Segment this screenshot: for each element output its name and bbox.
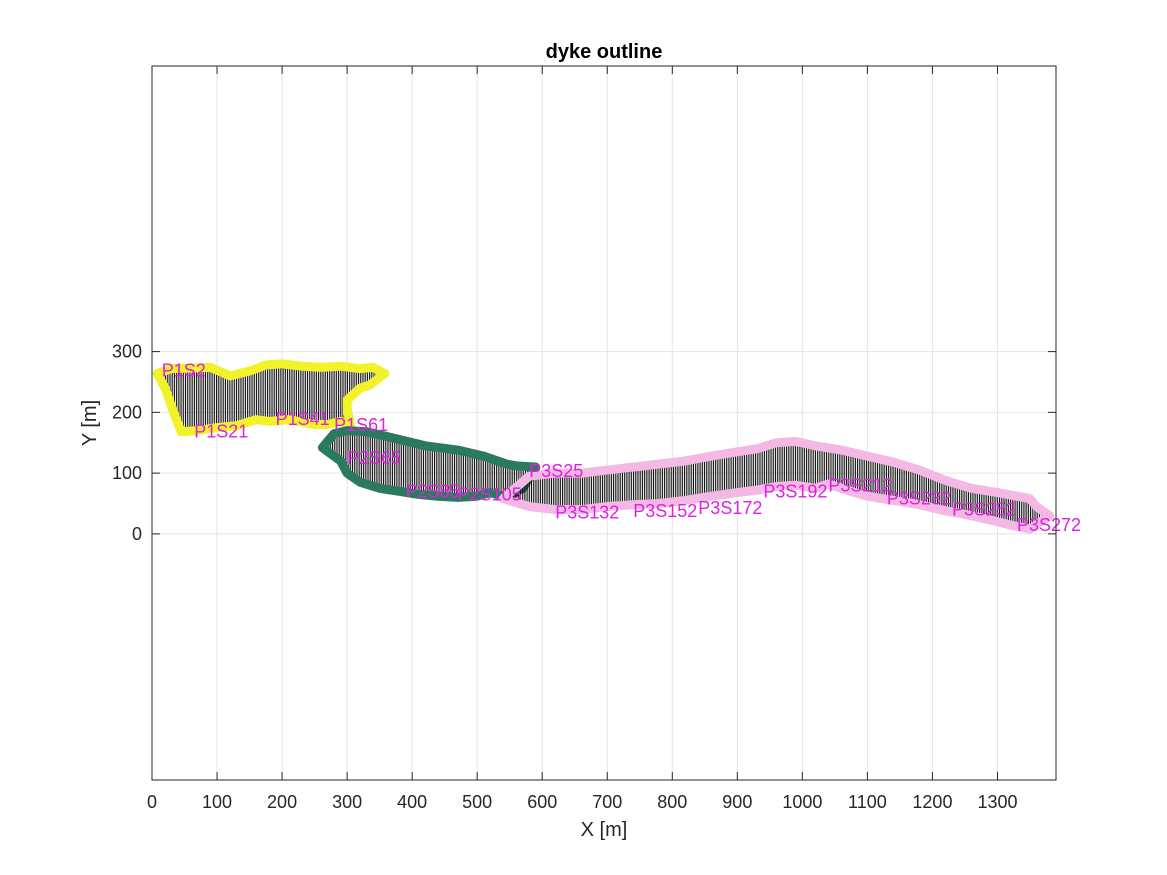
segment-label: P3S192	[763, 481, 827, 501]
y-tick-label: 300	[112, 342, 142, 362]
x-tick-label: 100	[202, 792, 232, 812]
segment-label: P2S85	[406, 481, 460, 501]
segment-label: P3S252	[952, 500, 1016, 520]
x-tick-label: 700	[592, 792, 622, 812]
x-tick-label: 1200	[912, 792, 952, 812]
x-tick-label: 800	[657, 792, 687, 812]
dyke-shapes	[152, 359, 1054, 534]
segment-label: P2S65	[347, 448, 401, 468]
y-tick-label: 100	[112, 463, 142, 483]
x-tick-label: 1300	[977, 792, 1017, 812]
y-tick-label: 0	[132, 524, 142, 544]
y-tick-label: 200	[112, 402, 142, 422]
grid-lines	[151, 66, 1056, 780]
x-axis-label: X [m]	[581, 819, 628, 841]
segment-label: P3S152	[633, 501, 697, 521]
axes-box	[151, 65, 1057, 781]
segment-label: P3S172	[698, 498, 762, 518]
x-tick-label: 500	[462, 792, 492, 812]
outline-line	[498, 437, 1054, 534]
segment-label: P3S232	[887, 489, 951, 509]
x-tick-label: 400	[397, 792, 427, 812]
x-tick-label: 0	[147, 792, 157, 812]
outline-line	[152, 359, 390, 437]
segment-label: P1S21	[194, 421, 248, 441]
segment-label: P3S212	[828, 475, 892, 495]
y-axis-label: Y [m]	[79, 400, 101, 446]
chart-title: dyke outline	[546, 41, 663, 63]
dyke-segment-1	[152, 359, 390, 437]
segment-label: P1S61	[334, 415, 388, 435]
segment-label: P3S25	[529, 461, 583, 481]
segment-label: P3S272	[1017, 515, 1081, 535]
x-tick-label: 900	[722, 792, 752, 812]
segment-label: P2S105	[458, 484, 522, 504]
segment-label: P3S132	[555, 503, 619, 523]
x-tick-label: 1100	[848, 792, 887, 812]
x-tick-label: 1000	[782, 792, 822, 812]
dyke-segment-3	[498, 437, 1054, 534]
x-tick-label: 200	[267, 792, 297, 812]
x-tick-label: 600	[527, 792, 557, 812]
segment-label: P1S2	[162, 361, 206, 381]
axis-ticks: 0 100 200 300 400 500 600 700 800 900 1000 1100 1200…	[112, 66, 1056, 812]
x-tick-label: 300	[332, 792, 362, 812]
segment-label: P1S41	[276, 409, 330, 429]
